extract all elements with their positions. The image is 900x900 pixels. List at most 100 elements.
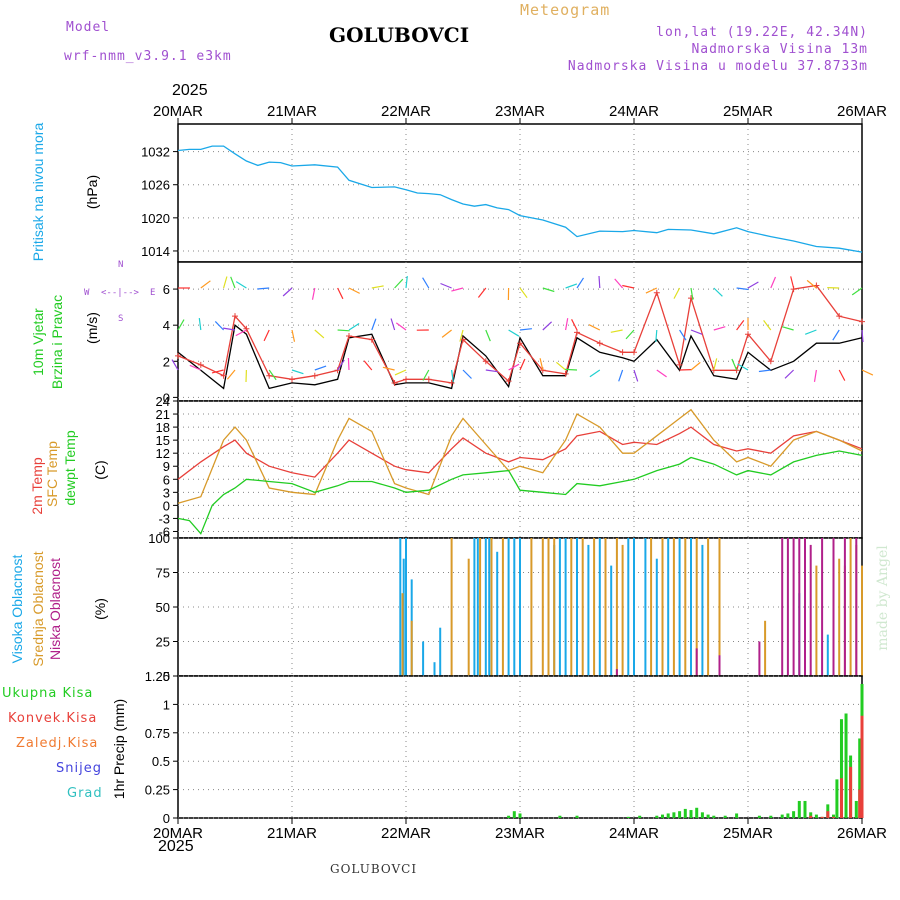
precip-bar [844,713,848,818]
wind-barb [851,287,863,296]
wind-barb [268,369,277,381]
temp-line-sfc-temp [177,408,863,504]
wind-barb [235,329,247,337]
wind-gust-marker [425,376,432,383]
wind-barb [763,320,772,331]
wind-barb [713,358,718,371]
wind-barb [614,278,624,289]
wind-barb [177,319,185,331]
wind-barb [395,322,407,331]
wind-barb [861,329,864,343]
wind-barb [618,369,624,382]
cloud-bar [422,641,425,676]
wind-barb [804,329,817,335]
wind-barb [171,359,179,371]
wind-gust-marker [653,289,660,296]
precip-ytick-label: 0.75 [145,726,170,741]
wind-barb [598,275,601,289]
wind-rose-arrow: <--|--> [101,288,139,298]
wind-barb [508,329,520,337]
wind-ytick-label: 0 [163,390,170,405]
pressure-ytick-label: 1014 [141,244,170,259]
cloud-bar [501,538,504,676]
wind-barb [223,276,228,289]
wind-gust-marker [482,358,489,365]
cloud-bar [792,538,795,676]
wind-barb [200,280,211,289]
wind-gust-marker [859,318,865,325]
wind-gust-marker [836,313,843,320]
cloud-bar [507,538,510,676]
cloud-ytick-label: 50 [156,600,170,615]
precip-bar [786,813,790,818]
cloud-bar [695,538,698,676]
x-label-bottom: 25MAR [723,825,773,842]
wind-barb [348,322,360,331]
wind-barb [422,277,430,289]
wind-barb [440,282,452,289]
wind-barb [625,329,635,340]
precip-bar [689,810,693,818]
temp-ytick-label: 3 [163,485,170,500]
precip-ytick-label: 1 [163,697,170,712]
precip-bar [683,808,687,818]
cloud-bar [399,538,402,676]
wind-barb [770,276,777,289]
precip-bar [575,815,579,818]
cloud-bar [718,655,721,676]
cloud-bar [815,565,818,676]
wind-gust-marker [175,352,181,359]
wind-gust-marker [311,372,318,379]
wind-rose-e: E [150,288,156,298]
model-label: Model [66,20,111,35]
wind-barb [784,369,795,379]
wind-gust-marker [368,336,375,343]
cloud-bar [598,538,601,676]
wind-barb [189,364,202,371]
wind-barb [622,284,635,289]
cloud-bar [781,538,784,676]
wind-barb [214,320,225,331]
precip-bar [839,778,843,818]
wind-barb [690,329,703,335]
station-title: GOLUBOVCI [329,23,470,47]
wind-barb [314,329,325,339]
x-label-top: 22MAR [381,103,431,120]
wind-barb [690,287,694,300]
wind-barb [263,329,270,342]
wind-barb [394,278,404,289]
cloud-bar [615,669,618,676]
wind-barb [656,369,667,378]
wind-gust-marker [243,325,250,332]
cloud-bar [627,538,630,676]
cloud-bar [496,551,499,676]
wind-barb [588,324,601,331]
wind-barb [371,285,384,289]
wind-gust-marker [517,340,523,347]
wind-barb [337,287,344,300]
precip-bar [661,814,664,818]
wind-barb [519,358,526,371]
cloud-bar [401,593,404,676]
precip-bar [678,811,682,818]
wind-gust-marker [197,361,204,368]
wind-barb [806,279,817,289]
precip-bar [809,812,813,818]
temp-ytick-label: 9 [163,459,170,474]
precip-bar [858,738,862,818]
product-title: Meteogram [520,1,611,19]
wind-gust-marker [448,379,455,386]
wind-rose-w: W [84,288,90,298]
wind-barb [813,369,817,382]
wind-ytick-label: 2 [163,354,170,369]
temp-ytick-label: 21 [156,407,170,422]
wind-barb [736,320,745,331]
wind-barb [230,276,236,289]
precip-bar [518,813,522,818]
x-label-bottom: 26MAR [837,825,887,842]
cloud-bar [479,538,482,676]
wind-barb [736,287,749,291]
precip-ytick-label: 0 [163,811,170,826]
precip-bar [735,813,739,818]
cloud-bar [558,538,561,676]
